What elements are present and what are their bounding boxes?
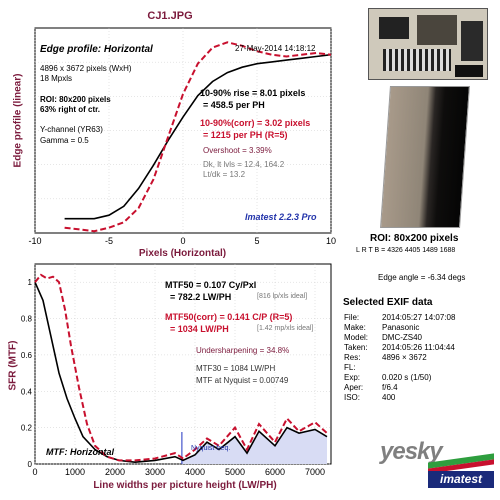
exif-list: File: 2014:05:27 14:07:08 Make: Panasonic …: [344, 313, 455, 403]
exif-row-taken: Taken: 2014:05:26 11:04:44: [344, 343, 455, 353]
thumb-block-4: [383, 49, 451, 71]
exif-value: DMC-ZS40: [382, 333, 423, 342]
mtf50-line-2: = 782.2 LW/PH: [170, 292, 232, 302]
y-tick-label: 0.6: [21, 351, 33, 360]
exif-value: 2014:05:27 14:07:08: [382, 313, 456, 322]
x-tick-label: 6000: [265, 467, 285, 477]
x-tick-label: 5: [254, 236, 259, 246]
exif-key: FL:: [344, 363, 356, 372]
roi-line-1: ROI: 80x200 pixels: [40, 95, 111, 104]
thumb-block-2: [417, 15, 457, 45]
dk-lt-levels: Dk, lt lvls = 12.4, 164.2: [203, 160, 285, 169]
thumb-block-5: [455, 65, 483, 77]
chart-thumbnail: [368, 8, 488, 80]
channel-line-1: Y-channel (YR63): [40, 125, 103, 134]
imatest-logo: imatest: [428, 453, 494, 490]
exif-value: 0.020 s (1/50): [382, 373, 432, 382]
x-tick-label: -10: [28, 236, 41, 246]
exif-value: 2014:05:26 11:04:44: [382, 343, 455, 352]
y-tick-label: 0.2: [21, 424, 33, 433]
x-tick-label: -5: [105, 236, 113, 246]
x-tick-label: 10: [326, 236, 336, 246]
rise-line-1: 10-90% rise = 8.01 pixels: [200, 88, 306, 98]
exif-row-exp: Exp: 0.020 s (1/50): [344, 373, 455, 383]
y-tick-label: 0: [28, 460, 33, 469]
exif-value: f/6.4: [382, 383, 398, 392]
series-measured-line: [64, 53, 332, 220]
mtf50c-line-1: MTF50(corr) = 0.141 C/P (R=5): [165, 312, 293, 322]
x-tick-label: 0: [32, 467, 37, 477]
series-measured-line: [34, 281, 328, 464]
x-tick-label: 5000: [225, 467, 245, 477]
logo-text: imatest: [428, 471, 494, 488]
series-corrected-line: [34, 273, 328, 462]
yesky-watermark: yesky: [380, 438, 443, 465]
corr-line-1: 10-90%(corr) = 3.02 pixels: [200, 118, 311, 128]
exif-key: Aper:: [344, 383, 364, 392]
nyquist-label: Nyquist freq.: [191, 445, 231, 452]
x-tick-label: 4000: [185, 467, 205, 477]
mtf50-line-1: MTF50 = 0.107 Cy/Pxl: [165, 280, 257, 290]
info-line-1: 4896 x 3672 pixels (WxH): [40, 64, 132, 73]
exif-value: 400: [382, 393, 396, 402]
mtf50c-line-2: = 1034 LW/PH: [170, 324, 229, 334]
exif-key: Exp:: [344, 373, 361, 382]
exif-key: ISO:: [344, 393, 361, 402]
thumb-block-3: [461, 21, 483, 61]
edge-angle: Edge angle = -6.34 degs: [378, 273, 466, 282]
roi-lrtb: L R T B = 4326 4405 1489 1688: [356, 247, 456, 254]
mtf-nyquist-text: MTF at Nyquist = 0.00749: [196, 376, 289, 385]
exif-row-iso: ISO: 400: [344, 393, 455, 403]
exif-value: Panasonic: [382, 323, 420, 332]
edge-subtitle: Edge profile: Horizontal: [40, 44, 153, 55]
thumb-block-1: [379, 17, 409, 39]
lt-dk-ratio: Lt/dk = 13.2: [203, 170, 246, 179]
y-tick-label: 0.8: [21, 315, 33, 324]
page-title: CJ1.JPG: [147, 10, 193, 22]
roi-crop-image: [380, 86, 470, 228]
rise-line-2: = 458.5 per PH: [203, 100, 265, 110]
y-tick-label: 0.4: [21, 387, 33, 396]
exif-row-aper: Aper: f/6.4: [344, 383, 455, 393]
exif-value: 4896 × 3672: [382, 353, 427, 362]
exif-key: Model:: [344, 333, 369, 342]
top-xlabel: Pixels (Horizontal): [138, 248, 227, 259]
edge-date: 27-May-2014 14:18:12: [235, 44, 316, 53]
channel-line-2: Gamma = 0.5: [40, 136, 89, 145]
exif-title: Selected EXIF data: [343, 297, 433, 308]
series-corrected-line: [64, 41, 332, 233]
aliasing-fill-area: [181, 427, 327, 464]
exif-row-fl: FL:: [344, 363, 455, 373]
x-tick-label: 7000: [305, 467, 325, 477]
mtf-panel-label: MTF: Horizontal: [46, 447, 114, 457]
corr-line-2: = 1215 per PH (R=5): [203, 130, 288, 140]
roi-label: ROI: 80x200 pixels: [370, 233, 459, 244]
mtf50c-ideal: [1.42 mp/xls ideal]: [257, 325, 314, 332]
exif-row-make: Make: Panasonic: [344, 323, 455, 333]
info-line-2: 18 Mpxls: [40, 74, 73, 83]
bottom-xlabel: Line widths per picture height (LW/PH): [93, 480, 277, 491]
exif-row-model: Model: DMC-ZS40: [344, 333, 455, 343]
exif-key: File:: [344, 313, 360, 322]
undersharpening: Undersharpening = 34.8%: [196, 346, 290, 355]
exif-key: Res:: [344, 353, 361, 362]
x-tick-label: 1000: [65, 467, 85, 477]
exif-row-res: Res: 4896 × 3672: [344, 353, 455, 363]
overshoot-text: Overshoot = 3.39%: [203, 146, 272, 155]
mtf30-text: MTF30 = 1084 LW/PH: [196, 364, 276, 373]
imatest-version: Imatest 2.2.3 Pro: [245, 212, 317, 222]
x-tick-label: 3000: [145, 467, 165, 477]
y-tick-label: 1: [28, 278, 33, 287]
x-tick-label: 2000: [105, 467, 125, 477]
exif-key: Make:: [344, 323, 366, 332]
mtf50-ideal: [816 lp/xls ideal]: [257, 293, 308, 300]
exif-key: Taken:: [344, 343, 368, 352]
roi-line-2: 63% right of ctr.: [40, 105, 101, 114]
x-tick-label: 0: [180, 236, 185, 246]
exif-row-file: File: 2014:05:27 14:07:08: [344, 313, 455, 323]
